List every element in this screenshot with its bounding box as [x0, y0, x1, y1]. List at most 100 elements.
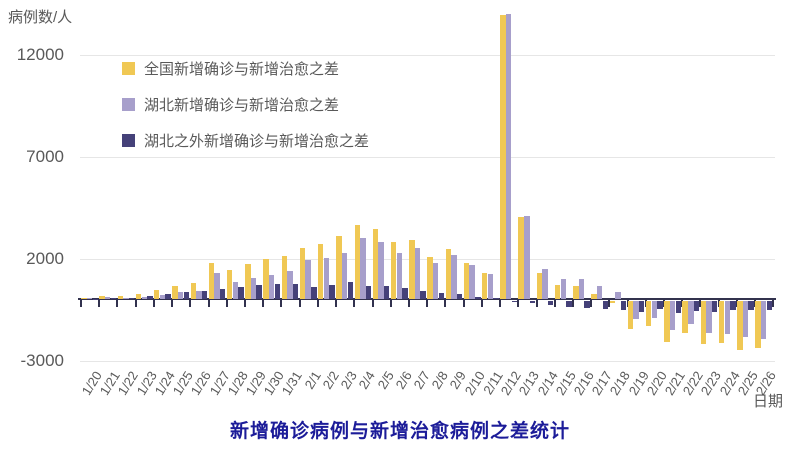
bar-s2-2/3	[347, 281, 353, 299]
bar-s0-2/2	[318, 244, 324, 299]
axis-tick	[371, 300, 374, 307]
bar-s2-2/19	[639, 301, 645, 312]
axis-tick	[134, 300, 137, 307]
bar-s1-1/31	[287, 271, 293, 299]
bar-s2-1/26	[201, 290, 208, 299]
bar-s1-2/5	[378, 241, 384, 299]
y-tick-label: 12000	[16, 45, 64, 65]
bar-s0-1/20	[81, 297, 87, 299]
axis-tick	[243, 300, 246, 307]
bar-s1-1/30	[269, 274, 275, 299]
bar-s2-2/1	[311, 286, 317, 299]
bar-s1-2/10	[469, 264, 475, 299]
bar-s0-2/15	[554, 284, 561, 299]
bar-s1-2/25	[742, 301, 749, 337]
legend-item-hubei: 湖北新增确诊与新增治愈之差	[122, 93, 369, 115]
legend-label-outside-hubei: 湖北之外新增确诊与新增治愈之差	[144, 132, 370, 150]
bar-s0-2/3	[336, 236, 342, 299]
bar-s2-2/6	[402, 288, 408, 299]
bar-s2-2/8	[438, 292, 445, 299]
bar-s2-2/14	[548, 301, 554, 305]
bar-s2-2/24	[730, 301, 736, 311]
bar-s1-2/2	[323, 258, 330, 299]
bar-s1-2/22	[688, 301, 694, 324]
axis-tick	[644, 300, 647, 307]
legend: 全国新增确诊与新增治愈之差 湖北新增确诊与新增治愈之差 湖北之外新增确诊与新增治…	[122, 57, 369, 165]
y-tick-label: 7000	[26, 147, 64, 167]
bar-s1-2/1	[305, 259, 311, 299]
bar-s0-2/21	[664, 301, 670, 342]
bar-s2-2/9	[456, 293, 463, 299]
legend-swatch-hubei	[122, 97, 135, 111]
bar-s1-1/22	[123, 297, 129, 299]
bar-s0-1/27	[208, 262, 215, 299]
axis-tick	[116, 300, 119, 307]
legend-item-national: 全国新增确诊与新增治愈之差	[122, 57, 369, 79]
bar-s0-1/22	[117, 296, 124, 299]
legend-item-outside-hubei: 湖北之外新增确诊与新增治愈之差	[122, 129, 369, 151]
bar-s1-2/24	[724, 301, 730, 335]
bar-s2-1/25	[183, 292, 189, 299]
axis-tick	[681, 300, 684, 307]
bar-s0-2/1	[299, 247, 306, 299]
bar-s1-1/26	[196, 291, 202, 299]
axis-tick	[772, 300, 775, 307]
bar-s0-2/22	[682, 301, 688, 334]
gridline	[80, 157, 775, 159]
bar-s2-2/13	[529, 301, 536, 303]
bar-s1-2/3	[341, 253, 348, 299]
axis-tick	[171, 300, 174, 307]
bar-s0-2/12	[500, 15, 506, 299]
bar-s1-1/28	[232, 281, 238, 299]
bar-s1-2/11	[487, 274, 494, 299]
bar-s0-2/13	[518, 217, 524, 299]
axis-tick	[80, 300, 82, 307]
bar-s0-2/19	[627, 301, 634, 330]
bar-s2-2/16	[584, 301, 590, 309]
legend-label-hubei: 湖北新增确诊与新增治愈之差	[144, 96, 340, 114]
bar-s2-1/30	[274, 283, 281, 299]
bar-s0-2/24	[718, 301, 725, 344]
bar-s0-2/26	[755, 301, 761, 349]
x-axis-line	[78, 298, 776, 300]
y-axis-title: 病例数/人	[8, 9, 73, 26]
bar-s0-2/17	[591, 293, 597, 299]
axis-tick	[152, 300, 155, 307]
bar-s1-2/18	[615, 291, 621, 299]
axis-tick	[189, 300, 192, 307]
bar-s1-2/17	[597, 285, 603, 299]
axis-tick	[626, 300, 629, 307]
bar-s0-1/31	[281, 256, 287, 299]
bar-s2-1/24	[165, 293, 171, 299]
bar-s2-2/10	[475, 297, 481, 299]
axis-tick	[225, 300, 228, 307]
axis-tick	[280, 300, 283, 307]
axis-tick	[426, 300, 429, 307]
bar-s2-2/5	[384, 286, 390, 299]
bar-s2-1/22	[128, 297, 135, 299]
bar-s0-2/4	[354, 224, 360, 299]
bar-s2-2/11	[493, 297, 499, 299]
axis-tick	[663, 300, 666, 307]
bar-s0-2/9	[445, 249, 451, 299]
bar-s1-2/6	[396, 253, 402, 299]
bar-s1-2/20	[651, 301, 658, 319]
bar-s2-1/28	[238, 287, 244, 299]
bar-s0-2/16	[573, 286, 579, 299]
bar-s1-1/21	[105, 296, 111, 299]
axis-tick	[98, 300, 101, 307]
bar-s0-1/21	[99, 295, 105, 299]
axis-tick	[353, 300, 356, 307]
axis-tick	[699, 300, 702, 307]
bar-s2-2/22	[693, 301, 700, 311]
bar-s0-2/20	[646, 301, 652, 326]
chart-title: 新增确诊病例与新增治愈病例之差统计	[229, 421, 570, 442]
bar-s2-1/21	[110, 298, 117, 299]
bar-s0-1/25	[172, 285, 178, 299]
bar-s1-2/19	[633, 301, 639, 319]
axis-tick	[316, 300, 319, 307]
bar-s1-2/8	[433, 263, 439, 299]
bar-s2-2/20	[657, 301, 663, 309]
axis-tick	[207, 300, 210, 307]
bar-s2-2/7	[420, 290, 426, 299]
